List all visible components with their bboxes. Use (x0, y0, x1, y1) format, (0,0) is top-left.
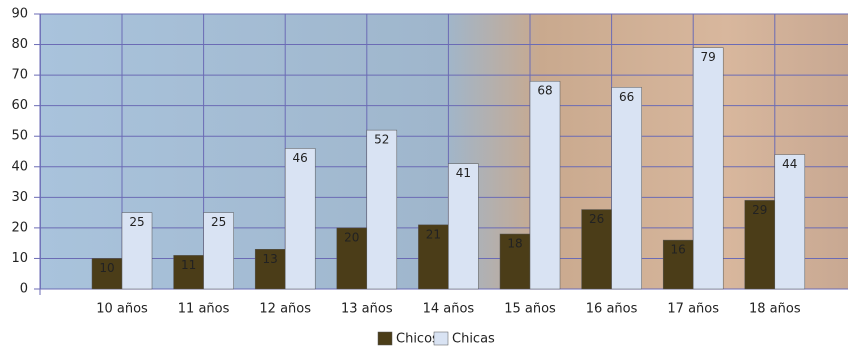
legend-label: Chicos (396, 332, 439, 346)
bar (529, 80, 561, 290)
value-label: 10 (99, 261, 114, 275)
x-tick-label: 11 años (178, 302, 230, 317)
bar (611, 87, 642, 290)
y-tick-label: 80 (11, 37, 28, 52)
value-label: 11 (181, 258, 196, 272)
bar (254, 249, 286, 290)
value-label: 16 (671, 243, 686, 257)
bar (774, 154, 806, 290)
bar (448, 163, 479, 290)
x-tick-label: 10 años (96, 302, 148, 317)
value-label: 66 (619, 90, 634, 104)
y-tick-label: 10 (11, 251, 28, 266)
x-tick-label: 17 años (667, 302, 719, 317)
value-label: 18 (507, 237, 522, 251)
y-tick-label: 20 (11, 220, 28, 235)
bar (121, 212, 153, 290)
bar (744, 200, 776, 290)
legend-label: Chicas (452, 332, 495, 346)
value-label: 25 (129, 215, 144, 229)
value-label: 52 (374, 133, 389, 147)
bar (581, 209, 612, 290)
y-tick-label: 70 (11, 68, 28, 83)
x-tick-label: 14 años (423, 302, 475, 317)
value-label: 79 (701, 50, 716, 64)
value-label: 21 (426, 227, 441, 241)
x-tick-label: 13 años (341, 302, 393, 317)
bar (284, 148, 316, 290)
x-tick-label: 18 años (749, 302, 801, 317)
y-tick-label: 30 (11, 190, 28, 205)
bar (499, 233, 531, 290)
y-tick-label: 0 (20, 282, 28, 297)
y-tick-label: 50 (11, 129, 28, 144)
bar (91, 258, 123, 290)
value-label: 25 (211, 215, 226, 229)
x-tick-label: 12 años (259, 302, 311, 317)
bar (173, 255, 204, 290)
value-label: 46 (293, 151, 308, 165)
y-tick-label: 60 (11, 98, 28, 113)
x-tick-label: 15 años (504, 302, 556, 317)
bar (662, 239, 694, 290)
legend-swatch (433, 331, 449, 346)
bar (692, 47, 724, 290)
x-tick-label: 16 años (586, 302, 638, 317)
legend-swatch (377, 331, 393, 346)
bar (366, 129, 398, 290)
value-label: 41 (456, 166, 471, 180)
value-label: 13 (263, 252, 278, 266)
bar (203, 212, 234, 290)
y-tick-label: 90 (11, 7, 28, 22)
value-label: 44 (782, 157, 797, 171)
value-label: 29 (752, 203, 767, 217)
value-label: 68 (537, 84, 552, 98)
value-label: 20 (344, 230, 359, 244)
bar (418, 224, 449, 290)
y-tick-label: 40 (11, 159, 28, 174)
value-label: 26 (589, 212, 604, 226)
